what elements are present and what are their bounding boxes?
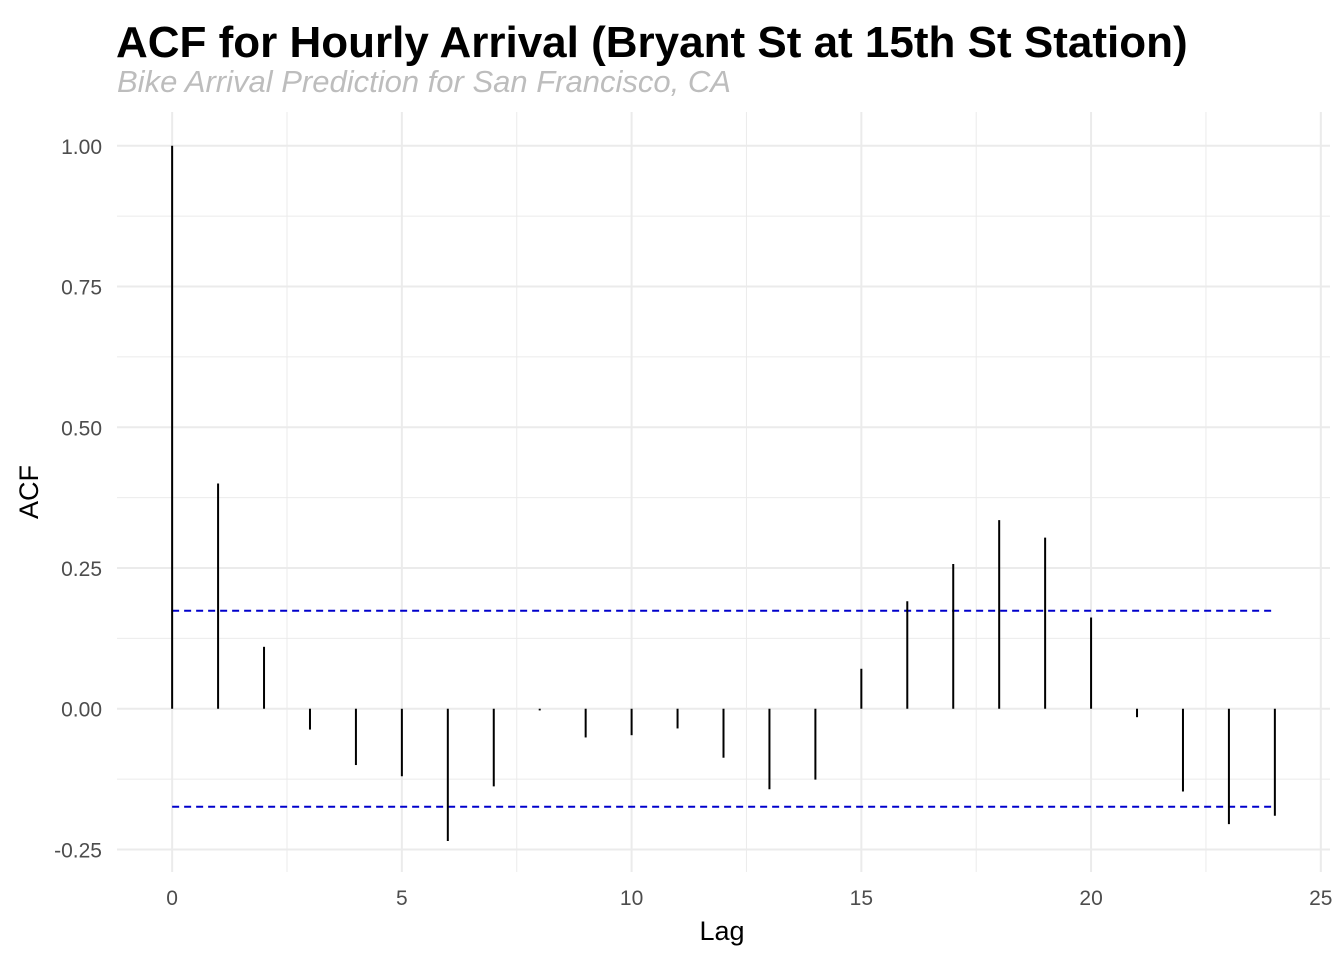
confidence-lines — [172, 609, 1275, 808]
x-tick-label: 5 — [396, 887, 408, 910]
grid-major — [117, 112, 1330, 872]
x-tick-label: 25 — [1309, 887, 1332, 910]
y-tick-label: -0.25 — [54, 839, 102, 862]
y-tick-label: 0.00 — [61, 699, 102, 722]
y-axis-label: ACF — [14, 465, 44, 519]
x-axis-label: Lag — [699, 916, 744, 946]
chart-subtitle: Bike Arrival Prediction for San Francisc… — [117, 64, 731, 99]
y-tick-label: 0.75 — [61, 277, 102, 300]
y-tick-labels: -0.25 0.00 0.25 0.50 0.75 1.00 — [54, 136, 102, 863]
y-tick-label: 0.25 — [61, 558, 102, 581]
y-tick-label: 1.00 — [61, 136, 102, 159]
chart-title: ACF for Hourly Arrival (Bryant St at 15t… — [116, 18, 1188, 67]
x-tick-label: 10 — [620, 887, 643, 910]
x-tick-label: 20 — [1079, 887, 1102, 910]
x-tick-labels: 0 5 10 15 20 25 — [166, 887, 1332, 910]
grid-minor — [117, 112, 1330, 872]
x-tick-label: 0 — [166, 887, 178, 910]
acf-bars — [171, 145, 1276, 842]
x-tick-label: 15 — [850, 887, 873, 910]
y-tick-label: 0.50 — [61, 417, 102, 440]
